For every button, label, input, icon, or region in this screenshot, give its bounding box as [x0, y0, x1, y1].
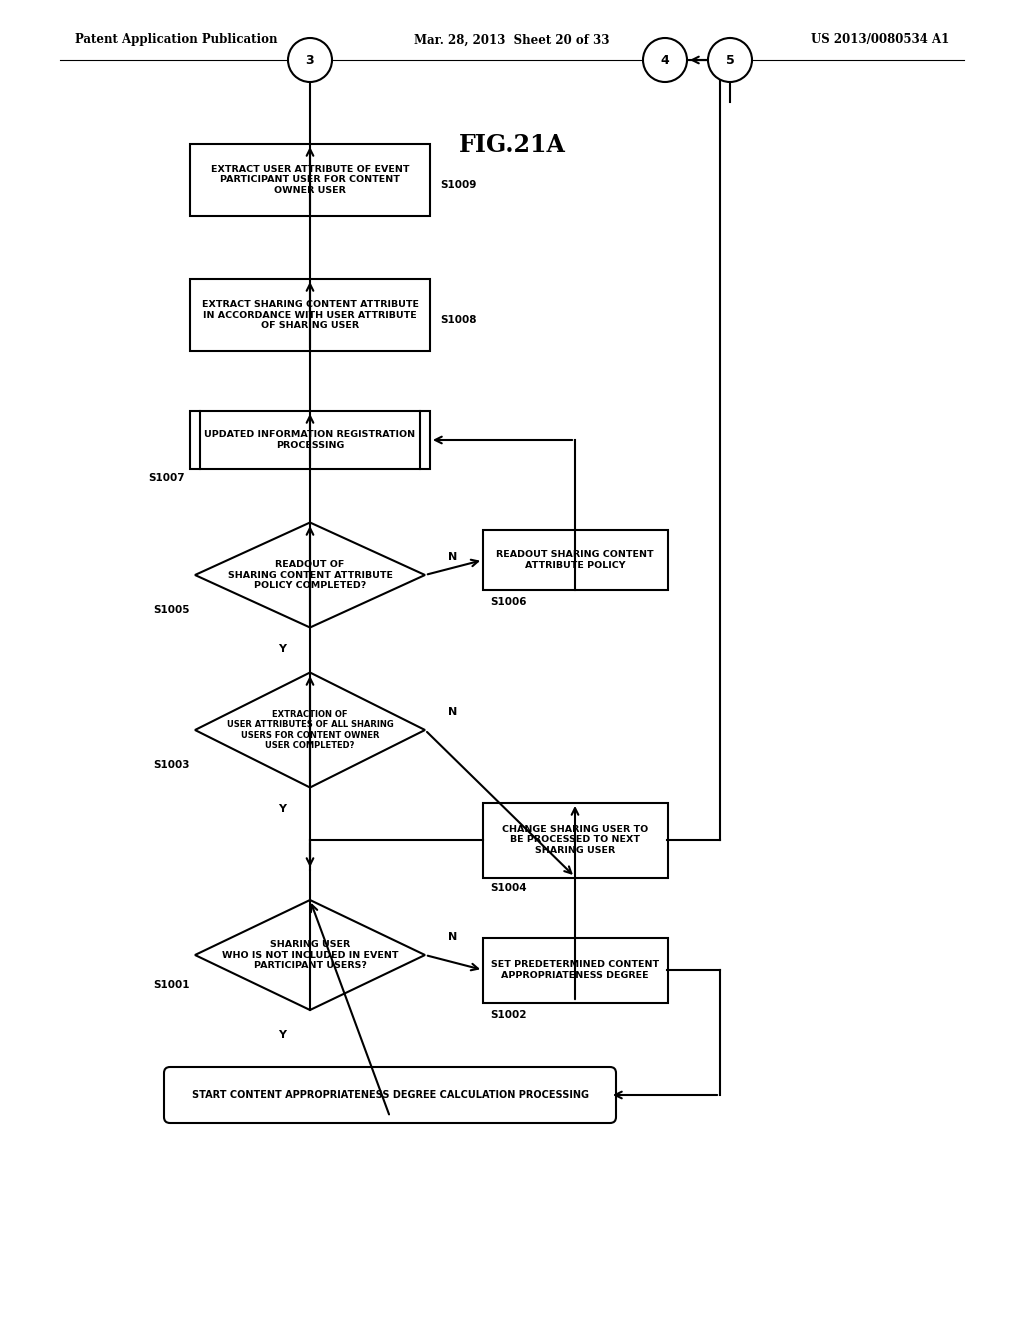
- Text: 5: 5: [726, 54, 734, 66]
- Text: S1007: S1007: [148, 473, 185, 483]
- Text: S1001: S1001: [154, 979, 190, 990]
- Text: READOUT SHARING CONTENT
ATTRIBUTE POLICY: READOUT SHARING CONTENT ATTRIBUTE POLICY: [497, 550, 653, 570]
- Text: S1009: S1009: [440, 180, 476, 190]
- Text: Y: Y: [278, 804, 286, 814]
- Text: 3: 3: [306, 54, 314, 66]
- Text: FIG.21A: FIG.21A: [459, 133, 565, 157]
- FancyBboxPatch shape: [164, 1067, 616, 1123]
- Text: CHANGE SHARING USER TO
BE PROCESSED TO NEXT
SHARING USER: CHANGE SHARING USER TO BE PROCESSED TO N…: [502, 825, 648, 855]
- Text: N: N: [449, 552, 458, 562]
- Text: EXTRACT USER ATTRIBUTE OF EVENT
PARTICIPANT USER FOR CONTENT
OWNER USER: EXTRACT USER ATTRIBUTE OF EVENT PARTICIP…: [211, 165, 410, 195]
- Text: S1006: S1006: [490, 597, 526, 607]
- Text: S1008: S1008: [440, 315, 476, 325]
- FancyBboxPatch shape: [190, 279, 430, 351]
- Text: Y: Y: [278, 1030, 286, 1040]
- Text: S1004: S1004: [490, 883, 526, 894]
- Text: S1003: S1003: [154, 760, 190, 770]
- Text: EXTRACTION OF
USER ATTRIBUTES OF ALL SHARING
USERS FOR CONTENT OWNER
USER COMPLE: EXTRACTION OF USER ATTRIBUTES OF ALL SHA…: [226, 710, 393, 750]
- Text: S1002: S1002: [490, 1010, 526, 1020]
- Circle shape: [708, 38, 752, 82]
- Polygon shape: [195, 672, 425, 788]
- Text: START CONTENT APPROPRIATENESS DEGREE CALCULATION PROCESSING: START CONTENT APPROPRIATENESS DEGREE CAL…: [191, 1090, 589, 1100]
- Text: Y: Y: [278, 644, 286, 653]
- Text: S1005: S1005: [154, 605, 190, 615]
- FancyBboxPatch shape: [190, 144, 430, 216]
- Text: N: N: [449, 932, 458, 942]
- Polygon shape: [195, 900, 425, 1010]
- FancyBboxPatch shape: [482, 803, 668, 878]
- Text: EXTRACT SHARING CONTENT ATTRIBUTE
IN ACCORDANCE WITH USER ATTRIBUTE
OF SHARING U: EXTRACT SHARING CONTENT ATTRIBUTE IN ACC…: [202, 300, 419, 330]
- Text: Mar. 28, 2013  Sheet 20 of 33: Mar. 28, 2013 Sheet 20 of 33: [415, 33, 609, 46]
- Text: SET PREDETERMINED CONTENT
APPROPRIATENESS DEGREE: SET PREDETERMINED CONTENT APPROPRIATENES…: [490, 961, 659, 979]
- FancyBboxPatch shape: [482, 531, 668, 590]
- Text: N: N: [449, 708, 458, 717]
- Text: US 2013/0080534 A1: US 2013/0080534 A1: [811, 33, 949, 46]
- FancyBboxPatch shape: [482, 937, 668, 1002]
- Text: UPDATED INFORMATION REGISTRATION
PROCESSING: UPDATED INFORMATION REGISTRATION PROCESS…: [205, 430, 416, 450]
- Text: 4: 4: [660, 54, 670, 66]
- Polygon shape: [195, 523, 425, 627]
- Circle shape: [643, 38, 687, 82]
- Text: SHARING USER
WHO IS NOT INCLUDED IN EVENT
PARTICIPANT USERS?: SHARING USER WHO IS NOT INCLUDED IN EVEN…: [222, 940, 398, 970]
- Text: Patent Application Publication: Patent Application Publication: [75, 33, 278, 46]
- Text: READOUT OF
SHARING CONTENT ATTRIBUTE
POLICY COMPLETED?: READOUT OF SHARING CONTENT ATTRIBUTE POL…: [227, 560, 392, 590]
- FancyBboxPatch shape: [190, 411, 430, 469]
- Circle shape: [288, 38, 332, 82]
